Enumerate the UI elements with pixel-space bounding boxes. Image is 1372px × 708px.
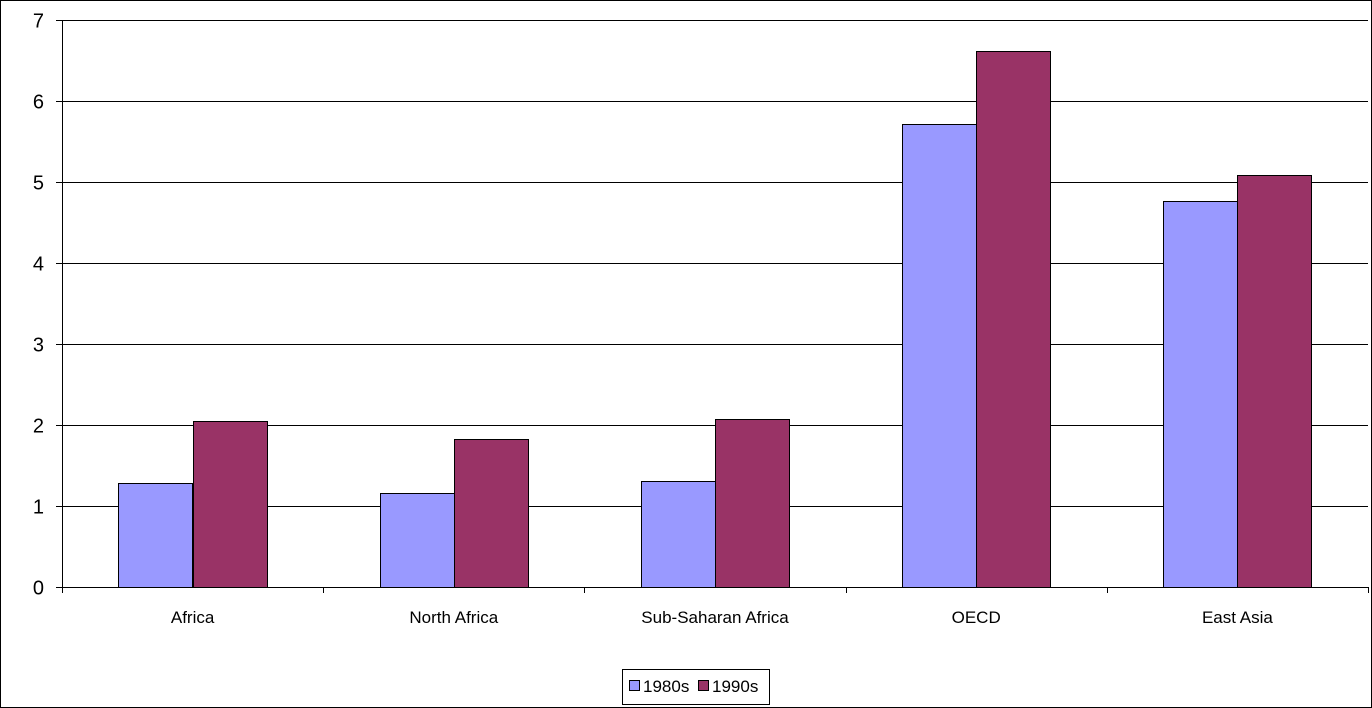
bar-1980s-africa (118, 483, 193, 588)
legend-swatch-1980s (629, 680, 640, 691)
legend-label-1990s: 1990s (712, 677, 758, 696)
bar-1990s-east-asia (1237, 175, 1312, 588)
x-tick-label: Sub-Saharan Africa (641, 608, 789, 627)
x-tick-label: East Asia (1202, 608, 1273, 627)
gridlines (62, 20, 1368, 507)
y-tick-label: 4 (33, 254, 44, 276)
x-tick-label: OECD (952, 608, 1001, 627)
bar-1990s-north-africa (454, 439, 529, 588)
y-axis-ticks: 0 1 2 3 4 5 6 7 (33, 11, 62, 600)
y-tick-label: 7 (33, 11, 44, 33)
bars (118, 51, 1312, 588)
bar-1990s-oecd (976, 51, 1051, 588)
bar-1980s-north-africa (380, 493, 455, 588)
y-tick-label: 5 (33, 173, 44, 195)
legend-label-1980s: 1980s (643, 677, 689, 696)
x-axis-ticks: Africa North Africa Sub-Saharan Africa OECD… (62, 587, 1369, 627)
x-tick-label: Africa (171, 608, 215, 627)
bar-1990s-africa (193, 421, 268, 588)
legend-box (622, 669, 770, 705)
y-tick-label: 6 (33, 92, 44, 114)
x-tick-label: North Africa (409, 608, 498, 627)
legend: 1980s 1990s (622, 669, 770, 705)
bar-1980s-oecd (902, 124, 977, 588)
bar-1980s-east-asia (1163, 201, 1238, 588)
legend-swatch-1990s (698, 680, 709, 691)
y-tick-label: 3 (33, 335, 44, 357)
y-tick-label: 2 (33, 416, 44, 438)
bar-1990s-sub-saharan-africa (715, 419, 790, 588)
bar-1980s-sub-saharan-africa (641, 481, 716, 588)
y-tick-label: 0 (33, 578, 44, 600)
y-tick-label: 1 (33, 497, 44, 519)
